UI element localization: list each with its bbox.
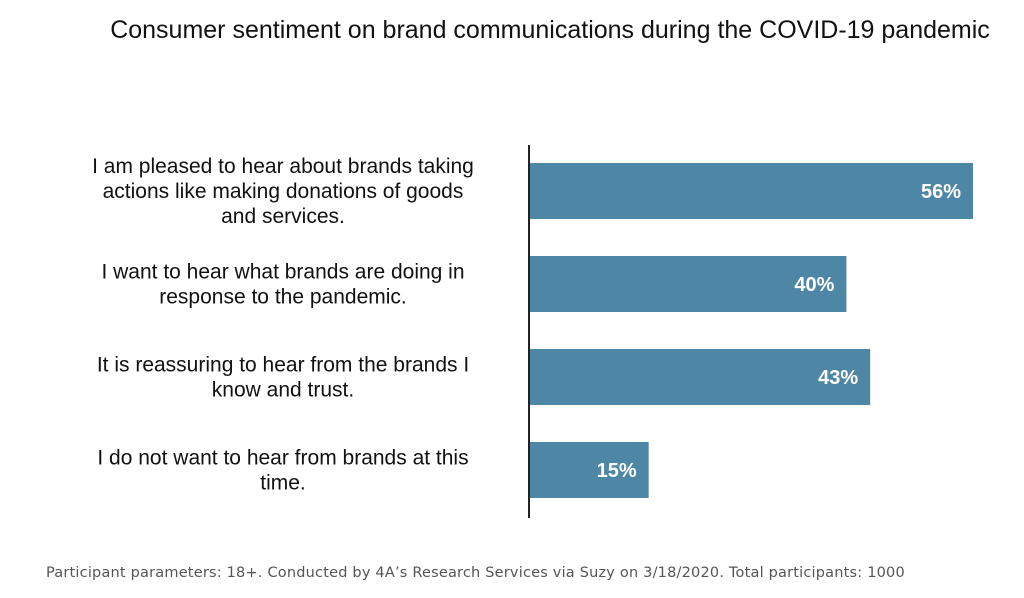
bar-value-label-3: 43%	[818, 367, 858, 389]
bar-value-label-1: 56%	[921, 181, 961, 203]
bar-2	[530, 256, 847, 312]
category-label-2: I want to hear what brands are doing in r…	[101, 261, 464, 309]
category-labels-layer: I am pleased to hear about brands taking…	[92, 155, 474, 495]
category-label-4: I do not want to hear from brands at thi…	[97, 447, 468, 495]
bars-layer: 56% 40% 43% 15%	[530, 163, 973, 498]
bar-4	[530, 442, 649, 498]
bar-1	[530, 163, 973, 219]
bar-3	[530, 349, 871, 405]
category-label-1: I am pleased to hear about brands taking…	[92, 155, 474, 228]
chart-title: Consumer sentiment on brand communicatio…	[110, 16, 990, 44]
footnote: Participant parameters: 18+. Conducted b…	[46, 565, 905, 581]
category-label-3: It is reassuring to hear from the brands…	[97, 354, 469, 402]
bar-value-label-4: 15%	[597, 460, 637, 482]
bar-value-label-2: 40%	[794, 274, 834, 296]
